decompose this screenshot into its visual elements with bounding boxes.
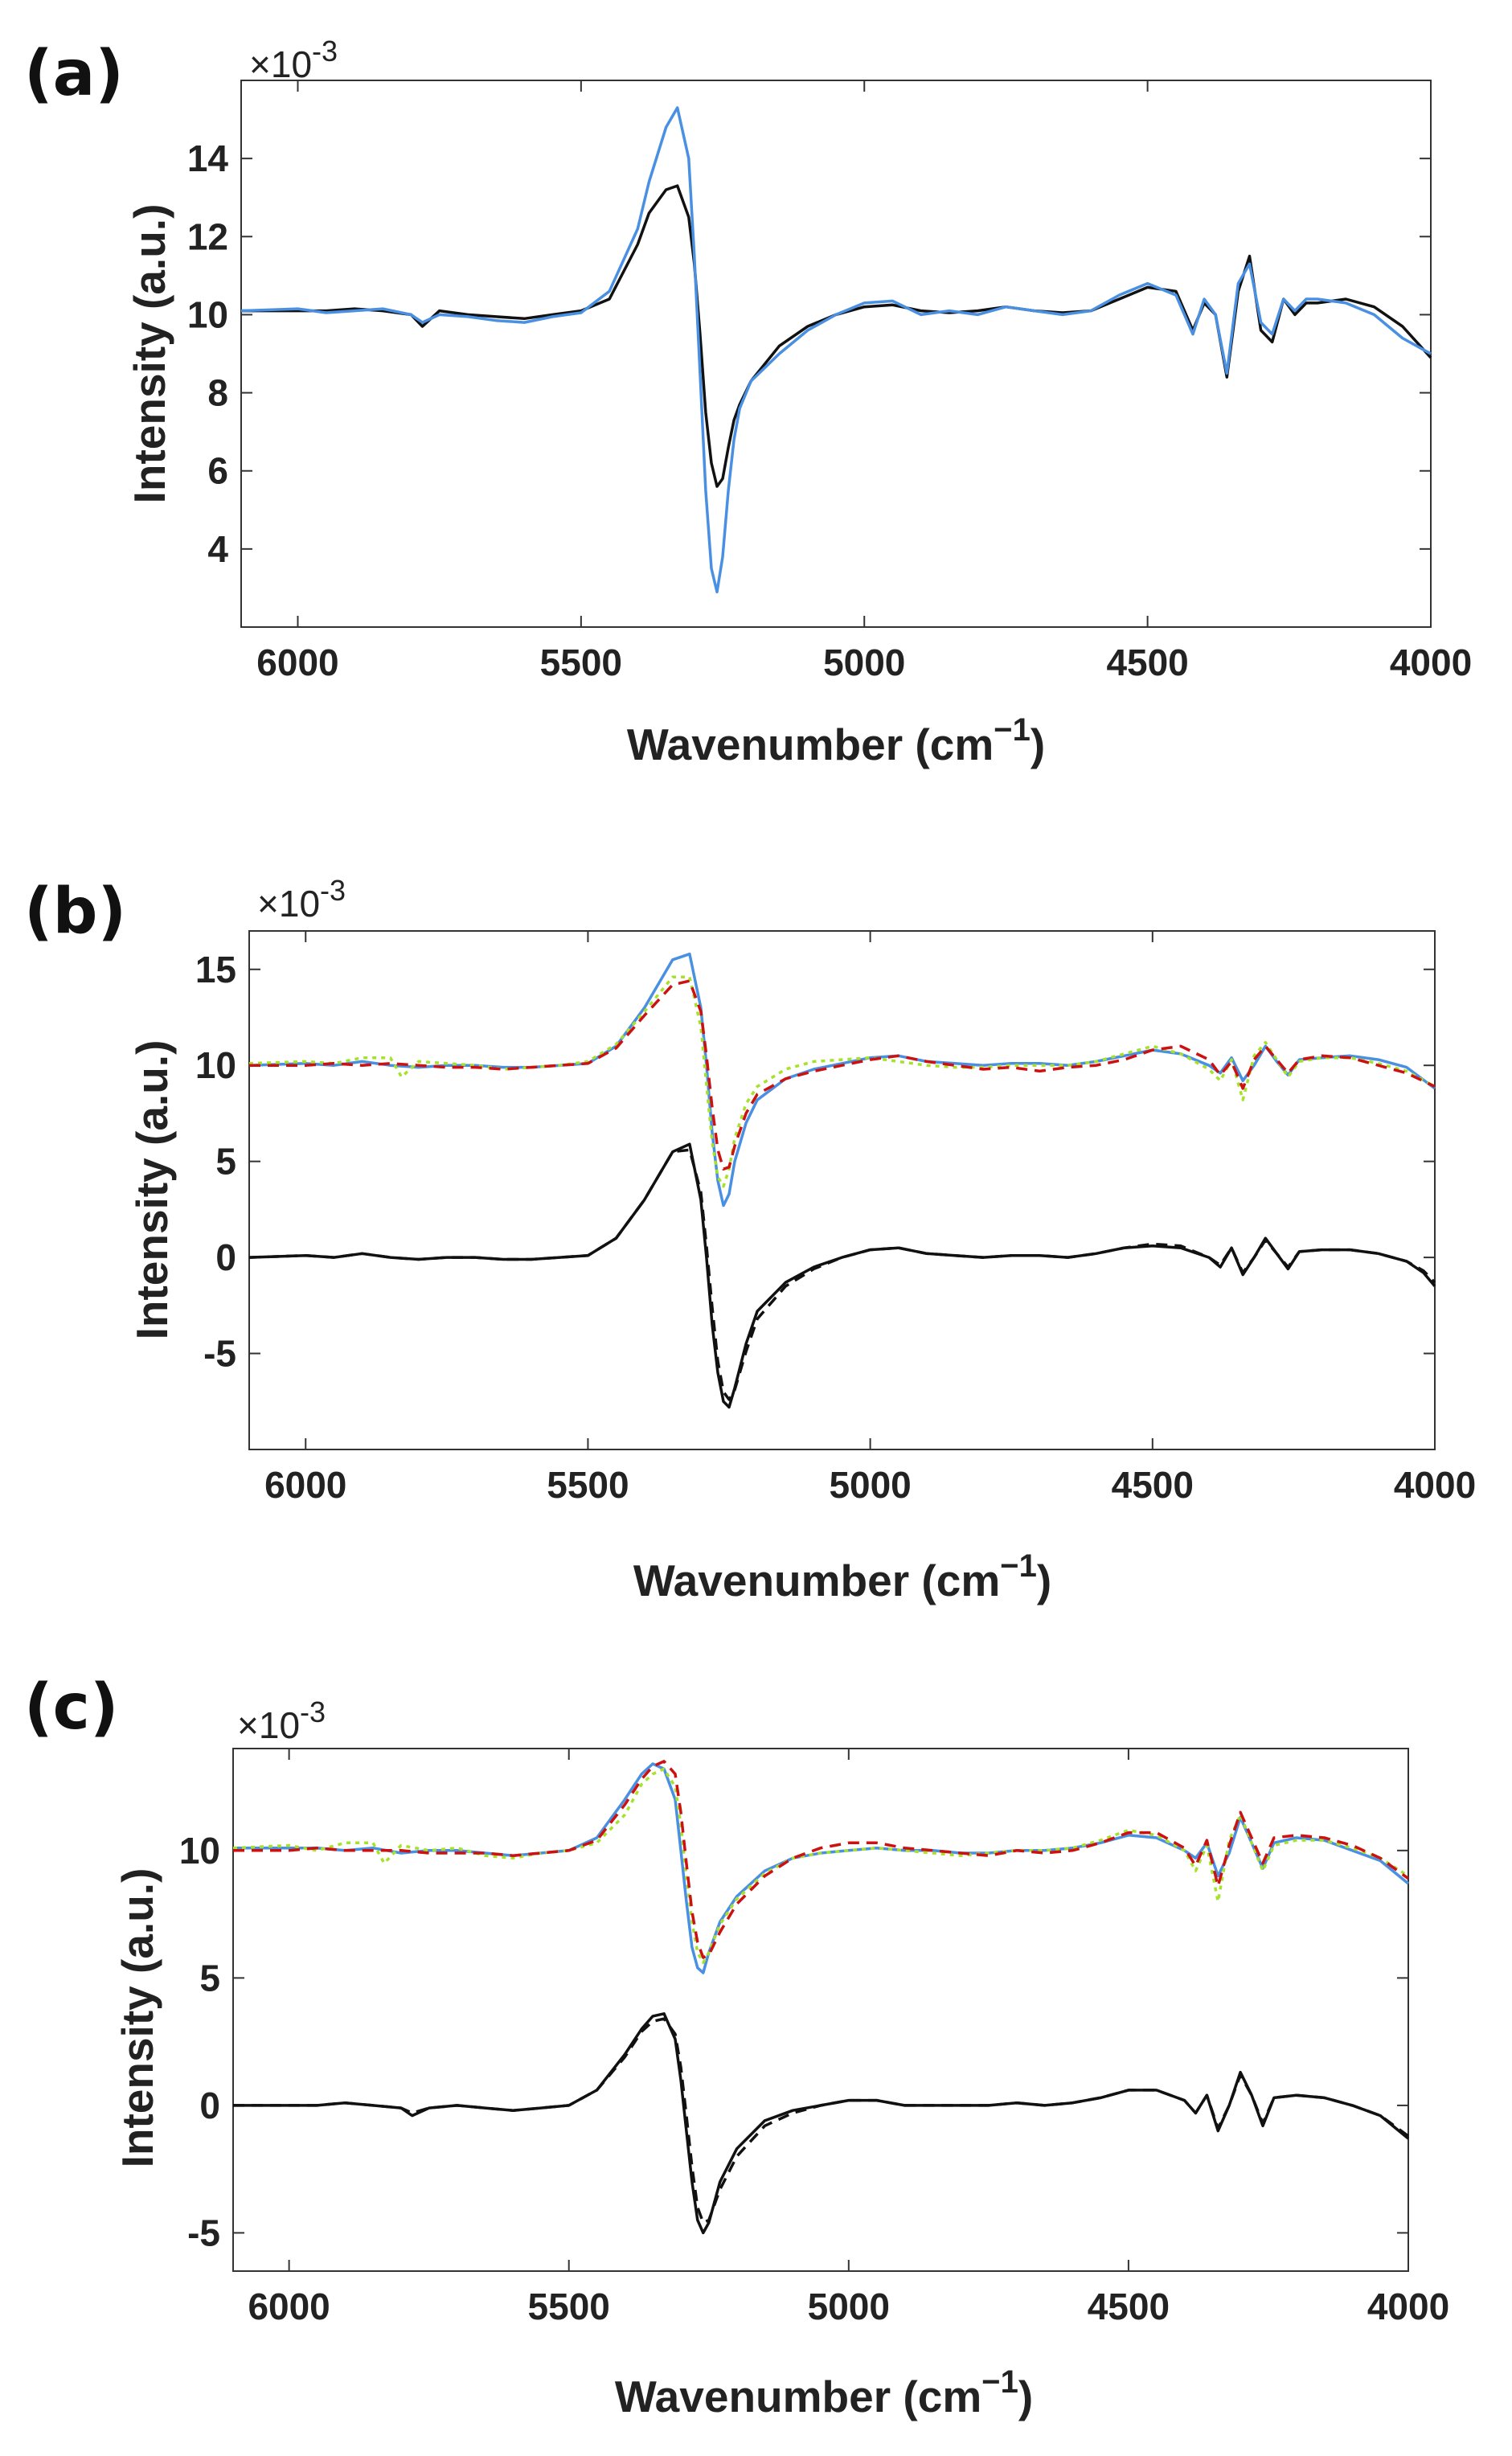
exponent-label-a: ×10-3	[249, 35, 338, 85]
x-tick-label-c-3: 4500	[1088, 2286, 1170, 2327]
exponent-label-c: ×10-3	[237, 1695, 326, 1746]
y-tick-label-a-0: 4	[207, 528, 228, 570]
x-tick-label-b-0: 6000	[264, 1464, 346, 1506]
x-tick-label-b-2: 5000	[829, 1464, 911, 1506]
x-axis-title-c: Wavenumber (cm−1)	[615, 2364, 1033, 2421]
series-line-black-dashed-b	[248, 1148, 1436, 1401]
y-tick-label-c-2: 5	[199, 1957, 220, 1999]
x-tick-label-c-1: 5500	[528, 2286, 610, 2327]
series-lines-c	[232, 1760, 1410, 2235]
panel-label-b: (b)	[24, 875, 126, 948]
series-line-green-c	[232, 1767, 1409, 1965]
y-tick-label-a-2: 8	[207, 372, 228, 414]
series-line-red-b	[249, 979, 1436, 1171]
y-tick-label-c-1: 0	[199, 2085, 220, 2126]
exponent-label-b: ×10-3	[257, 874, 346, 925]
y-axis-title-c: Intensity (a.u.)	[113, 1868, 162, 2168]
panel-b: (b) ×10-3 6000 5500 5000 4500 4000 -5 0 5 10 15 W…	[24, 874, 1476, 1605]
y-tick-label-b-3: 10	[195, 1044, 236, 1086]
panel-label-a: (a)	[24, 38, 124, 110]
ticks-c: 6000 5500 5000 4500 4000 -5 0 5 10	[179, 1749, 1449, 2327]
y-tick-label-b-1: 0	[215, 1236, 236, 1278]
y-tick-label-a-4: 12	[187, 215, 228, 257]
panel-label-c: (c)	[24, 1671, 119, 1744]
ticks-b: 6000 5500 5000 4500 4000 -5 0 5 10 15	[195, 931, 1476, 1506]
y-tick-label-a-1: 6	[207, 450, 228, 492]
ticks-a: 6000 5500 5000 4500 4000 4 6 8 10 12 14	[187, 80, 1472, 683]
y-tick-label-a-3: 10	[187, 293, 228, 335]
y-tick-label-a-5: 14	[187, 137, 229, 179]
y-axis-title-b: Intensity (a.u.)	[127, 1040, 177, 1340]
y-tick-label-c-0: -5	[187, 2212, 220, 2253]
series-line-black-b	[248, 1142, 1436, 1409]
series-line-black-dashed-c	[233, 2017, 1410, 2224]
y-tick-label-b-2: 5	[215, 1141, 236, 1183]
x-tick-label-a-3: 4500	[1106, 642, 1188, 683]
series-line-black-c	[233, 2012, 1410, 2235]
x-tick-label-c-4: 4000	[1367, 2286, 1449, 2327]
panel-a: (a) ×10-3 6000 5500 5000 4500 4000468101214 …	[24, 35, 1472, 769]
x-tick-label-a-4: 4000	[1390, 642, 1472, 683]
x-tick-label-a-0: 6000	[256, 642, 338, 683]
x-axis-title-b: Wavenumber (cm−1)	[633, 1548, 1051, 1605]
x-tick-label-b-4: 4000	[1394, 1464, 1476, 1506]
series-line-blue-b	[248, 952, 1436, 1207]
plot-frame-b	[248, 930, 1436, 1450]
y-tick-label-c-3: 10	[179, 1830, 220, 1872]
x-tick-label-a-2: 5000	[823, 642, 905, 683]
x-tick-label-c-2: 5000	[808, 2286, 890, 2327]
plot-frame-a	[240, 80, 1432, 628]
x-tick-label-b-1: 5500	[547, 1464, 629, 1506]
panel-c: (c) ×10-3 6000 5500 5000 4500 4000 -5 0 5 10 Wav…	[24, 1671, 1449, 2421]
series-line-green-b	[248, 975, 1436, 1188]
y-tick-label-b-4: 15	[195, 949, 236, 990]
plot-frame-c	[232, 1748, 1409, 2272]
y-tick-label-b-0: -5	[203, 1333, 236, 1375]
series-line-blue-a	[240, 106, 1432, 594]
x-tick-label-b-3: 4500	[1112, 1464, 1194, 1506]
series-line-blue-c	[233, 1762, 1410, 1974]
series-lines-a	[240, 106, 1432, 594]
y-axis-title-a: Intensity (a.u.)	[125, 204, 174, 504]
series-line-black-a	[241, 184, 1432, 488]
x-tick-label-c-0: 6000	[248, 2286, 330, 2327]
x-axis-title-a: Wavenumber (cm−1)	[627, 712, 1045, 769]
series-line-red-c	[233, 1760, 1410, 1959]
series-lines-b	[248, 952, 1436, 1409]
x-tick-label-a-1: 5500	[540, 642, 622, 683]
